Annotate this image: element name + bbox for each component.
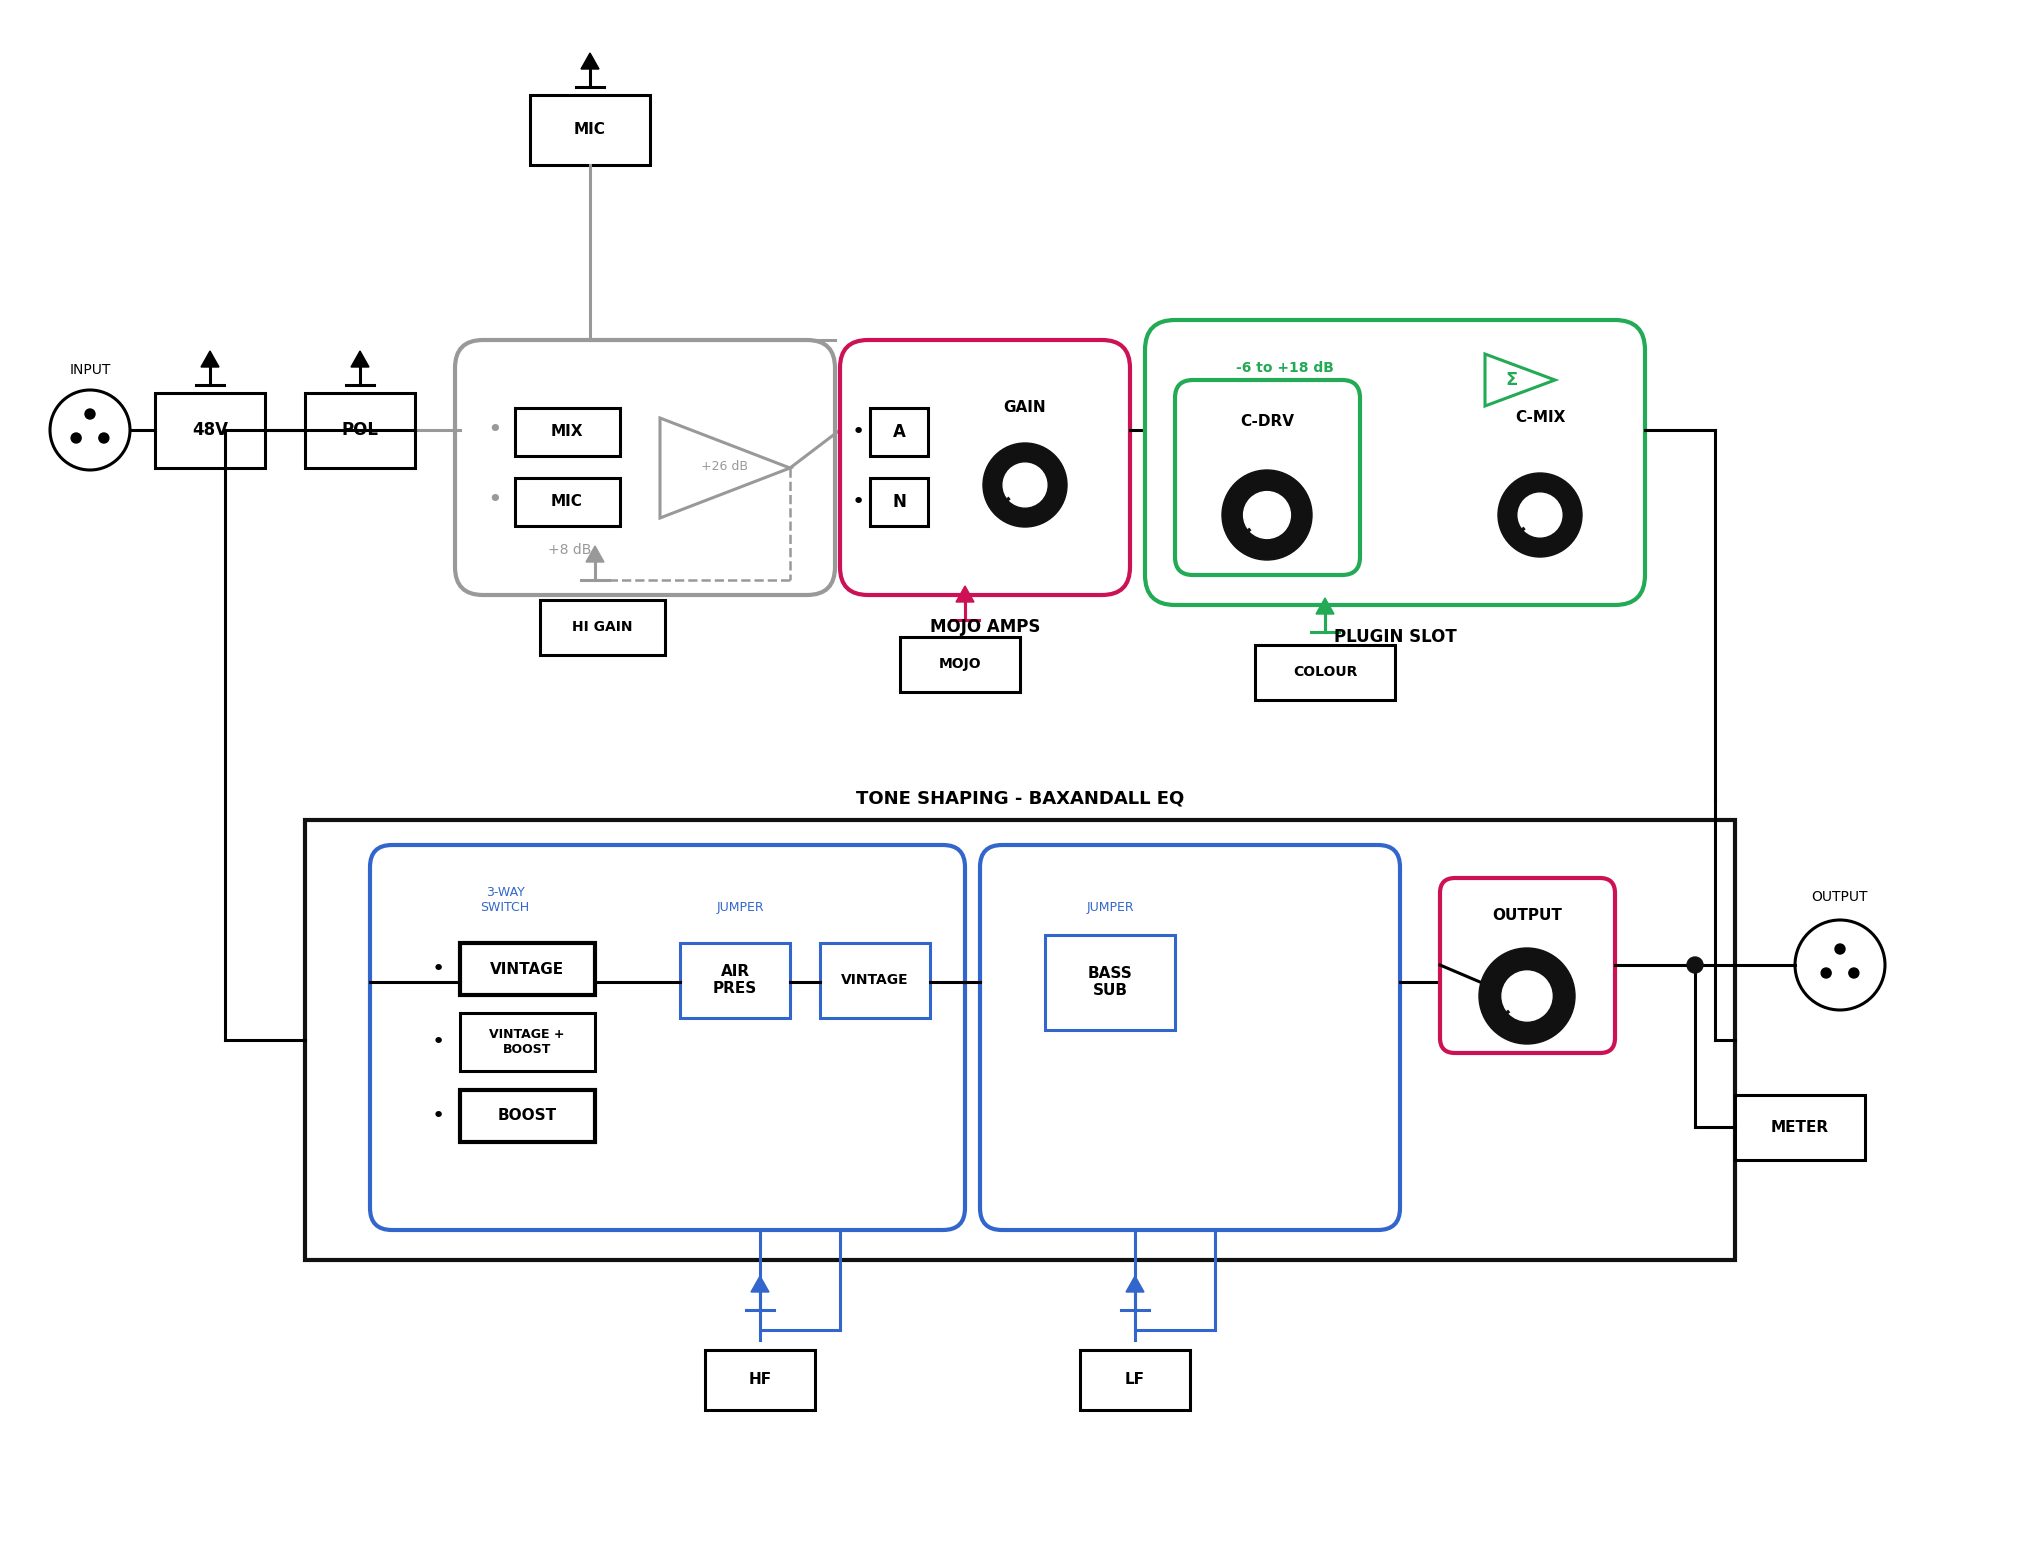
Circle shape — [99, 433, 109, 443]
Text: TONE SHAPING - BAXANDALL EQ: TONE SHAPING - BAXANDALL EQ — [856, 788, 1183, 807]
Text: MOJO: MOJO — [939, 657, 981, 671]
Circle shape — [1497, 472, 1582, 557]
Text: MIC: MIC — [575, 122, 605, 138]
Circle shape — [1835, 945, 1845, 954]
Bar — [459, 943, 595, 995]
Bar — [459, 1090, 595, 1142]
Circle shape — [71, 433, 81, 443]
Circle shape — [1847, 968, 1857, 978]
Text: JUMPER: JUMPER — [716, 901, 763, 913]
Circle shape — [1479, 948, 1574, 1045]
Circle shape — [983, 443, 1066, 527]
Circle shape — [1685, 957, 1701, 973]
Bar — [1080, 1350, 1190, 1411]
FancyBboxPatch shape — [1175, 380, 1359, 576]
Text: -6 to +18 dB: -6 to +18 dB — [1236, 361, 1333, 375]
Circle shape — [1501, 971, 1552, 1021]
Polygon shape — [350, 350, 368, 368]
Text: HI GAIN: HI GAIN — [570, 619, 631, 633]
Polygon shape — [955, 586, 973, 602]
Circle shape — [1821, 968, 1831, 978]
Text: AIR
PRES: AIR PRES — [712, 963, 757, 996]
Text: +8 dB: +8 dB — [548, 543, 591, 557]
Text: HF: HF — [749, 1373, 771, 1387]
Text: LF: LF — [1125, 1373, 1145, 1387]
FancyBboxPatch shape — [1438, 877, 1614, 1053]
Text: VINTAGE +
BOOST: VINTAGE + BOOST — [490, 1028, 564, 1056]
Polygon shape — [1125, 1276, 1143, 1292]
Text: INPUT: INPUT — [69, 363, 111, 377]
FancyBboxPatch shape — [979, 845, 1400, 1229]
Text: OUTPUT: OUTPUT — [1491, 909, 1562, 923]
Text: •: • — [488, 418, 502, 443]
Text: •: • — [852, 422, 864, 443]
Text: A: A — [892, 422, 904, 441]
Bar — [459, 1013, 595, 1071]
Text: 48V: 48V — [192, 421, 229, 439]
Bar — [704, 1350, 815, 1411]
Text: COLOUR: COLOUR — [1293, 665, 1357, 679]
FancyBboxPatch shape — [840, 339, 1129, 594]
FancyBboxPatch shape — [370, 845, 965, 1229]
FancyBboxPatch shape — [455, 339, 835, 594]
Circle shape — [1242, 491, 1291, 538]
Bar — [870, 408, 927, 457]
Polygon shape — [751, 1276, 769, 1292]
Text: MIX: MIX — [550, 424, 583, 439]
Text: BASS
SUB: BASS SUB — [1086, 967, 1131, 998]
Bar — [514, 479, 619, 526]
Text: +26 dB: +26 dB — [702, 460, 749, 472]
Text: 3-WAY
SWITCH: 3-WAY SWITCH — [479, 885, 530, 913]
Text: VINTAGE: VINTAGE — [842, 973, 908, 987]
Polygon shape — [1315, 597, 1333, 615]
Circle shape — [1222, 471, 1311, 560]
Text: •: • — [852, 493, 864, 511]
Bar — [540, 601, 666, 655]
Text: OUTPUT: OUTPUT — [1811, 890, 1867, 904]
Text: METER: METER — [1770, 1120, 1829, 1134]
Bar — [870, 479, 927, 526]
Text: PLUGIN SLOT: PLUGIN SLOT — [1333, 629, 1457, 646]
Text: MOJO AMPS: MOJO AMPS — [929, 618, 1040, 637]
Bar — [514, 408, 619, 457]
Polygon shape — [200, 350, 218, 368]
Text: •: • — [431, 1106, 445, 1126]
Circle shape — [1517, 493, 1562, 536]
Bar — [305, 820, 1734, 1261]
Circle shape — [1003, 463, 1046, 507]
Text: MIC: MIC — [550, 494, 583, 510]
Bar — [680, 943, 789, 1018]
Bar — [156, 393, 265, 468]
Text: JUMPER: JUMPER — [1086, 901, 1133, 913]
Bar — [819, 943, 929, 1018]
Text: Σ: Σ — [1505, 371, 1517, 389]
Polygon shape — [581, 53, 599, 69]
Text: •: • — [431, 1032, 445, 1053]
FancyBboxPatch shape — [1145, 321, 1645, 605]
Text: •: • — [488, 488, 502, 511]
Bar — [530, 95, 649, 164]
Bar — [1254, 644, 1394, 701]
Bar — [1044, 935, 1175, 1031]
Bar — [900, 637, 1020, 691]
Text: BOOST: BOOST — [498, 1109, 556, 1123]
Text: POL: POL — [342, 421, 378, 439]
Text: C-MIX: C-MIX — [1513, 410, 1564, 425]
Text: GAIN: GAIN — [1003, 400, 1046, 416]
Text: C-DRV: C-DRV — [1240, 414, 1293, 430]
Bar — [1734, 1095, 1863, 1160]
Text: N: N — [892, 493, 906, 511]
Text: •: • — [431, 959, 445, 979]
Polygon shape — [587, 546, 603, 561]
Bar — [305, 393, 415, 468]
Text: VINTAGE: VINTAGE — [490, 962, 564, 976]
Circle shape — [85, 410, 95, 419]
